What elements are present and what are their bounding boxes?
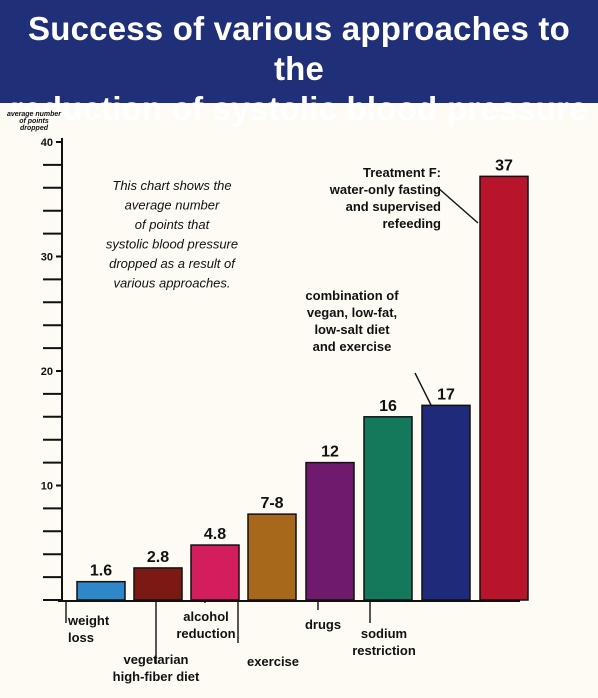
- category-label-line: sodium: [361, 626, 407, 641]
- y-tick-label: 30: [41, 252, 53, 264]
- bar: [479, 175, 529, 601]
- note-line: systolic blood pressure: [106, 237, 238, 252]
- category-label-line: weight: [67, 613, 110, 628]
- note-line: of points that: [135, 217, 211, 232]
- category-label-line: vegan, low-fat,: [307, 305, 397, 320]
- category-label-line: water-only fasting: [329, 182, 441, 197]
- y-axis-label-line: dropped: [20, 125, 49, 132]
- bar: [247, 513, 297, 601]
- value-label: 17: [437, 386, 455, 403]
- bar: [305, 461, 355, 601]
- category-label-line: reduction: [176, 626, 235, 641]
- category-label-line: alcohol: [183, 609, 229, 624]
- category-label-line: refeeding: [382, 216, 441, 231]
- category-label-line: drugs: [305, 617, 341, 632]
- value-label: 37: [495, 157, 513, 174]
- value-label: 4.8: [204, 526, 226, 543]
- y-axis-label-line: of points: [19, 118, 49, 125]
- note-line: dropped as a result of: [109, 256, 236, 271]
- value-label: 12: [321, 444, 339, 461]
- bar: [76, 580, 126, 601]
- bar: [363, 416, 413, 601]
- bars: [76, 175, 529, 601]
- category-label-line: exercise: [247, 654, 299, 669]
- category-label-line: Treatment F:: [363, 165, 441, 180]
- category-label-line: low-salt diet: [314, 322, 390, 337]
- y-tick-label: 40: [41, 137, 53, 149]
- bar: [421, 404, 471, 601]
- y-axis-label-line: average number: [7, 111, 62, 118]
- bar: [190, 544, 240, 601]
- note-line: average number: [125, 198, 220, 213]
- category-label-line: and exercise: [313, 339, 392, 354]
- category-label-line: loss: [68, 630, 94, 645]
- note-line: various approaches.: [113, 276, 230, 291]
- leader-line: [414, 372, 433, 408]
- y-axis: 10 20 30 40: [41, 137, 520, 602]
- y-tick-label: 20: [41, 366, 53, 378]
- category-label-line: high-fiber diet: [113, 669, 200, 684]
- chart-note: This chart shows the average number of poi…: [106, 178, 238, 291]
- value-label: 1.6: [90, 563, 112, 580]
- value-label: 2.8: [147, 549, 169, 566]
- category-label-line: combination of: [305, 288, 399, 303]
- chart-title: Success of various approaches to the red…: [0, 0, 598, 127]
- category-labels: weight loss vegetarian high-fiber diet alcoh…: [67, 165, 441, 684]
- category-label-line: and supervised: [346, 199, 441, 214]
- category-label-line: vegetarian: [123, 652, 188, 667]
- note-line: This chart shows the: [112, 178, 231, 193]
- title-line-2: reduction of systolic blood pressure: [10, 90, 588, 127]
- value-label: 7-8: [260, 495, 283, 512]
- value-label: 16: [379, 398, 397, 415]
- bar: [133, 567, 183, 601]
- value-labels: 1.6 2.8 4.8 7-8 12 16 17 37: [90, 157, 513, 579]
- leader-line: [436, 186, 479, 224]
- y-tick-label: 10: [41, 481, 53, 493]
- title-line-1: Success of various approaches to the: [28, 10, 570, 87]
- category-label-line: restriction: [352, 643, 416, 658]
